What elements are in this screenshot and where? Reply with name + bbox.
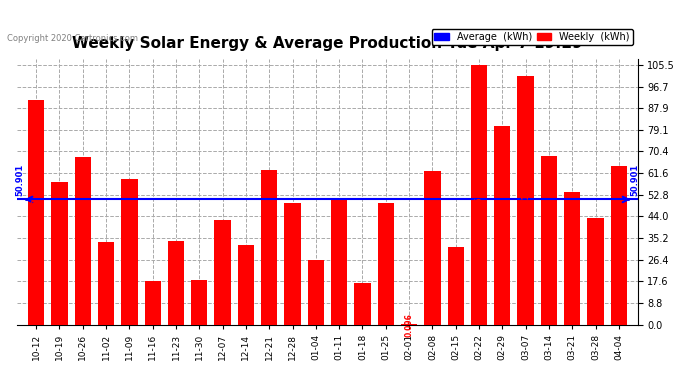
Bar (587, 218, 604, 325)
Bar (75, 157, 91, 325)
Bar (377, 202, 394, 325)
Text: 63.032: 63.032 (265, 232, 274, 262)
Text: 43.372: 43.372 (591, 257, 600, 286)
Text: 62.460: 62.460 (428, 233, 437, 262)
Bar (611, 166, 627, 325)
Bar (28, 100, 44, 325)
Bar (215, 220, 230, 325)
Text: 59.252: 59.252 (125, 237, 134, 266)
Text: 49.624: 49.624 (288, 249, 297, 278)
Bar (541, 156, 557, 325)
Bar (261, 170, 277, 325)
Bar (354, 283, 371, 325)
Text: 42.512: 42.512 (218, 258, 227, 287)
Text: 50.901: 50.901 (631, 164, 640, 196)
Text: 68.316: 68.316 (78, 226, 87, 255)
Text: 33.684: 33.684 (101, 268, 110, 298)
Title: Weekly Solar Energy & Average Production Tue Apr 7 19:29: Weekly Solar Energy & Average Production… (72, 36, 583, 51)
Bar (98, 242, 115, 325)
Text: 17.992: 17.992 (195, 288, 204, 317)
Legend: Average  (kWh), Weekly  (kWh): Average (kWh), Weekly (kWh) (431, 29, 633, 45)
Text: 53.840: 53.840 (568, 244, 577, 273)
Text: 58.084: 58.084 (55, 238, 64, 268)
Text: 26.208: 26.208 (311, 278, 320, 307)
Bar (448, 247, 464, 325)
Bar (564, 192, 580, 325)
Text: 49.648: 49.648 (382, 249, 391, 278)
Text: 34.056: 34.056 (172, 268, 181, 297)
Bar (331, 199, 347, 325)
Text: 101.112: 101.112 (521, 183, 530, 218)
Bar (308, 260, 324, 325)
Text: 68.568: 68.568 (544, 226, 553, 255)
Text: 0.096: 0.096 (404, 313, 413, 336)
Text: Copyright 2020 Cartronics.com: Copyright 2020 Cartronics.com (7, 34, 138, 43)
Text: 17.936: 17.936 (148, 288, 157, 317)
Text: 31.676: 31.676 (451, 271, 460, 300)
Text: 16.936: 16.936 (358, 290, 367, 318)
Bar (51, 182, 68, 325)
Text: 80.640: 80.640 (497, 211, 507, 240)
Bar (471, 65, 487, 325)
Bar (168, 241, 184, 325)
Text: 105.528: 105.528 (475, 178, 484, 212)
Bar (238, 245, 254, 325)
Bar (494, 126, 511, 325)
Bar (284, 202, 301, 325)
Bar (424, 171, 440, 325)
Text: 64.316: 64.316 (614, 231, 623, 260)
Bar (518, 76, 534, 325)
Text: 91.140: 91.140 (32, 198, 41, 227)
Text: 50.901: 50.901 (15, 164, 24, 196)
Bar (121, 179, 137, 325)
Text: 51.128: 51.128 (335, 247, 344, 276)
Bar (191, 280, 208, 325)
Bar (144, 280, 161, 325)
Text: 32.380: 32.380 (241, 270, 250, 300)
